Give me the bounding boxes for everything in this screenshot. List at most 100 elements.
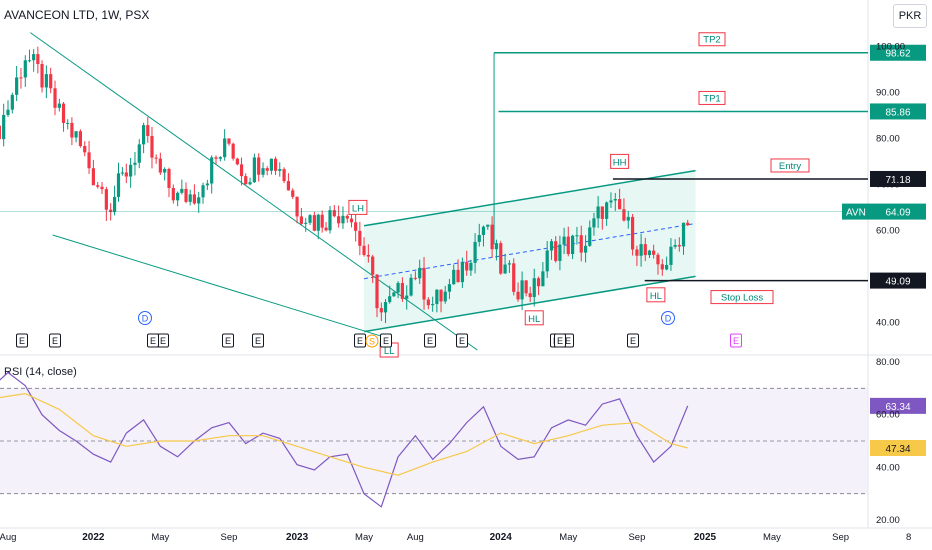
candle-body [541, 271, 545, 287]
candle-body [74, 131, 78, 138]
earnings-marker [147, 333, 159, 348]
candle-body [435, 289, 439, 305]
earnings-marker [380, 333, 392, 348]
candle-body [332, 210, 336, 217]
candle-body [481, 226, 486, 236]
earnings-marker-text: E [565, 336, 571, 346]
candle-body [669, 246, 673, 265]
candle-body [516, 291, 520, 300]
candle-body [53, 88, 57, 108]
candle-body [520, 280, 524, 300]
time-tick-label: 2023 [286, 532, 309, 543]
level-label-box [770, 158, 810, 173]
rsi-line [0, 371, 689, 508]
candle-body [652, 250, 656, 255]
rsi-value-text: 63.34 [885, 402, 910, 413]
candle-body [549, 241, 554, 251]
swing-label-box [646, 287, 666, 303]
candle-body [558, 244, 562, 261]
candle-body [418, 267, 422, 279]
rsi-title: RSI (14, close) [4, 366, 77, 378]
currency-button[interactable]: PKR [893, 4, 927, 28]
swing-label-box [348, 199, 368, 215]
time-tick-label: May [151, 532, 169, 543]
candle-body [78, 131, 83, 147]
candle-body [316, 214, 320, 231]
candle-body [388, 296, 392, 303]
price-tick-label: 100.00 [876, 41, 905, 52]
swing-label-text: HL [528, 314, 540, 325]
candle-body [583, 245, 588, 253]
candle-body [656, 254, 660, 265]
candle-body [70, 122, 74, 138]
candle-body [32, 54, 36, 61]
candle-body [120, 172, 124, 174]
candle-body [66, 122, 70, 124]
candle-body [588, 227, 592, 246]
candle-body [257, 157, 261, 175]
candle-body [532, 278, 536, 298]
candle-body [512, 263, 516, 292]
candle-body [613, 198, 617, 201]
candle-body [660, 264, 664, 270]
level-price-text: 71.18 [885, 175, 910, 186]
level-price-text: 98.62 [885, 49, 910, 60]
candle-body [261, 168, 265, 175]
earnings-marker-text: E [150, 336, 156, 346]
last-price-tag [842, 203, 926, 220]
earnings-marker-text: E [19, 336, 25, 346]
earnings-marker-text: E [459, 336, 465, 346]
price-tick-label: 70.00 [876, 179, 900, 190]
time-tick-label: Aug [407, 532, 424, 543]
candle-body [477, 235, 481, 242]
candle-body [354, 222, 358, 231]
candle-body [426, 299, 430, 306]
candle-body [609, 200, 613, 203]
candle-body [605, 202, 609, 219]
time-tick-label: May [355, 532, 373, 543]
earnings-marker-text: E [383, 336, 389, 346]
candle-body [116, 173, 121, 197]
candle-body [362, 245, 366, 255]
candle-body [252, 157, 256, 183]
candle-body [286, 181, 291, 191]
candle-body [197, 197, 201, 204]
time-tick-label: Sep [832, 532, 849, 543]
earnings-marker [16, 333, 28, 348]
candle-body [490, 224, 494, 250]
candle-body [545, 250, 549, 272]
candle-body [677, 245, 681, 247]
candle-body [210, 157, 214, 184]
channel-upper-line [363, 169, 696, 227]
candle-body [626, 216, 630, 221]
candle-body [379, 308, 383, 313]
candle-body [536, 278, 541, 287]
candle-body [180, 188, 184, 193]
wedge-upper-line [30, 32, 478, 351]
candle-body [44, 74, 48, 88]
dividend-marker-text: D [665, 314, 672, 324]
candle-body [304, 222, 308, 224]
earnings-marker [627, 333, 639, 348]
candle-body [639, 244, 643, 256]
candle-body [643, 244, 647, 256]
earnings-marker [252, 333, 264, 348]
earnings-marker [49, 333, 61, 348]
candle-body [137, 144, 141, 163]
candle-body [469, 262, 473, 271]
candle-body [49, 74, 53, 89]
candle-body [248, 182, 252, 185]
candle-body [231, 143, 235, 159]
price-tick-label: 60.00 [876, 225, 900, 236]
candle-body [112, 196, 117, 213]
candle-body [19, 77, 23, 79]
candle-body [665, 264, 669, 270]
candle-body [104, 189, 108, 210]
candle-body [375, 274, 379, 309]
earnings-marker [456, 333, 468, 348]
candle-body [308, 215, 312, 223]
chart-title: AVANCEON LTD, 1W, PSX [4, 8, 150, 22]
candle-body [507, 263, 512, 265]
candle-body [192, 194, 196, 204]
